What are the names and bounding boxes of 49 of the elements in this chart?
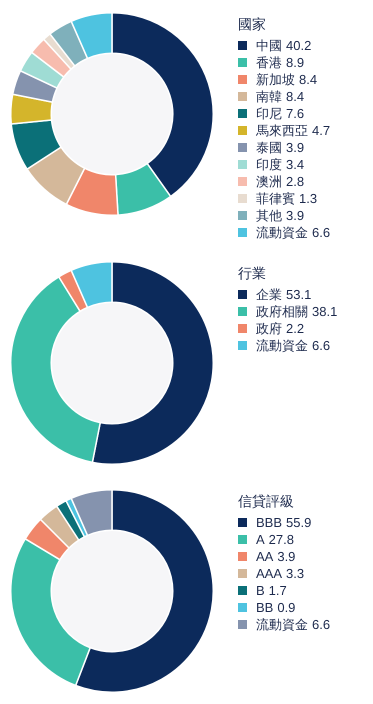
legend-label: BB — [256, 599, 274, 616]
data-label: 4.7 — [312, 122, 330, 139]
legend-label: 菲律賓 — [256, 190, 295, 207]
legend-label: 流動資金 — [256, 616, 308, 633]
legend-title: 信貸評級 — [238, 493, 295, 510]
data-label: 27.8 — [268, 531, 294, 548]
data-label: 1.7 — [268, 582, 287, 599]
data-label: 2.2 — [286, 320, 304, 337]
data-label: 38.1 — [312, 303, 338, 320]
data-label: 40.2 — [286, 37, 312, 54]
legend-label: 流動資金 — [256, 224, 308, 241]
data-label: 7.6 — [286, 105, 304, 122]
data-label: 0.9 — [277, 599, 296, 616]
data-label: 6.6 — [312, 616, 330, 633]
legend-label: 泰國 — [256, 139, 282, 156]
legend-label: 印度 — [256, 156, 282, 173]
legend-label: 政府相關 — [256, 303, 308, 320]
data-label: 1.3 — [299, 190, 318, 207]
data-label: 8.4 — [286, 88, 304, 105]
data-label: 6.6 — [312, 337, 330, 354]
data-label: 53.1 — [286, 286, 312, 303]
legend-label: 南韓 — [256, 88, 282, 105]
data-label: 55.9 — [286, 514, 312, 531]
legend-label: 中國 — [256, 37, 282, 54]
legend-label: 企業 — [256, 286, 282, 303]
legend-label: AA — [256, 548, 274, 565]
legend-label: 政府 — [256, 320, 282, 337]
legend-label: AAA — [256, 565, 282, 582]
legend-title: 行業 — [238, 265, 267, 282]
legend-label: 流動資金 — [256, 337, 308, 354]
data-label: 2.8 — [286, 173, 304, 190]
legend-label: 馬來西亞 — [256, 122, 308, 139]
data-label: 3.9 — [277, 548, 296, 565]
data-label: 3.9 — [286, 139, 304, 156]
legend-label: A — [256, 531, 265, 548]
legend-label: 其他 — [256, 207, 282, 224]
legend-label: 印尼 — [256, 105, 282, 122]
data-label: 6.6 — [312, 224, 330, 241]
data-label: 8.9 — [286, 54, 304, 71]
legend-label: 新加坡 — [256, 71, 295, 88]
legend-label: 澳洲 — [256, 173, 282, 190]
data-label: 3.9 — [286, 207, 304, 224]
legend-label: BBB — [256, 514, 282, 531]
data-label: 3.4 — [286, 156, 304, 173]
data-label: 3.3 — [286, 565, 304, 582]
legend-title: 國家 — [238, 16, 267, 33]
data-label: 8.4 — [299, 71, 318, 88]
legend-label: B — [256, 582, 265, 599]
legend-label: 香港 — [256, 54, 282, 71]
